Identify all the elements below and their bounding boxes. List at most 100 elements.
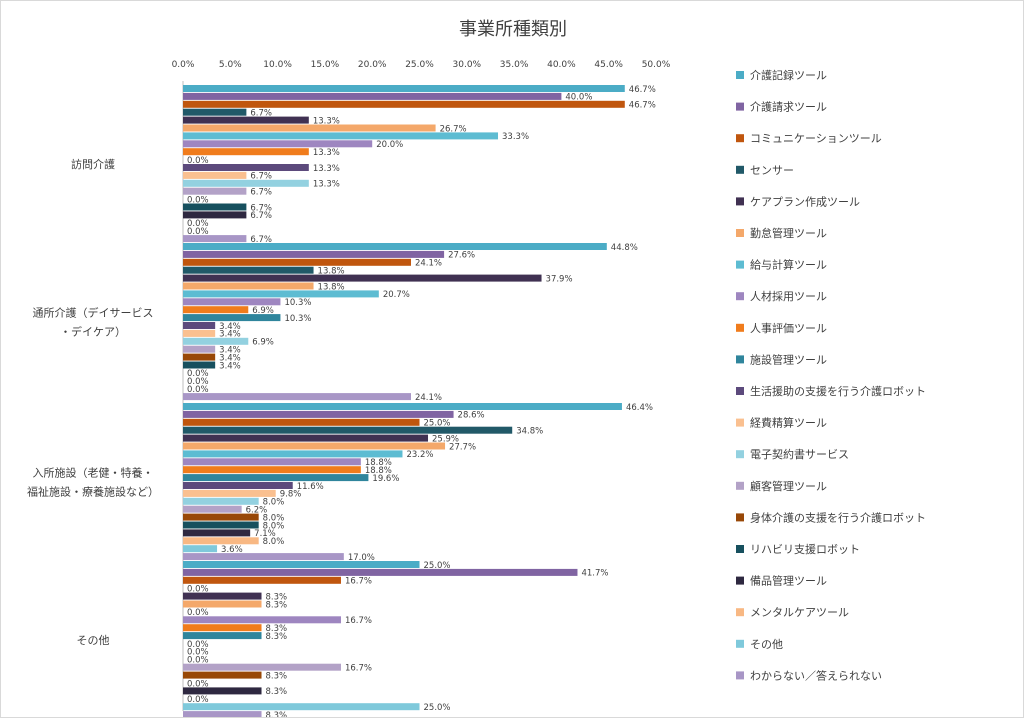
legend-label: 勤怠管理ツール: [750, 226, 827, 240]
category-label: 福祉施設・療養施設など）: [27, 485, 159, 499]
data-label: 41.7%: [581, 569, 608, 579]
legend-label: 身体介護の支援を行う介護ロボット: [750, 510, 926, 524]
legend-swatch: [736, 229, 744, 237]
bar: [183, 505, 242, 513]
data-label: 6.2%: [246, 506, 268, 516]
bar: [183, 434, 429, 442]
x-tick-label: 25.0%: [405, 60, 434, 70]
data-label: 13.3%: [313, 148, 340, 158]
bar: [183, 687, 262, 695]
legend-swatch: [736, 671, 744, 680]
data-label: 40.0%: [565, 93, 592, 103]
bar: [183, 187, 247, 195]
bar: [183, 442, 446, 450]
legend-label: わからない／答えられない: [750, 668, 882, 682]
bar: [183, 403, 622, 410]
bar: [183, 258, 411, 266]
data-label: 0.0%: [187, 195, 209, 205]
data-label: 20.0%: [376, 140, 403, 150]
x-tick-label: 40.0%: [547, 60, 576, 70]
data-label: 0.0%: [187, 656, 209, 666]
bar: [183, 410, 454, 418]
x-tick-label: 30.0%: [453, 60, 482, 70]
data-label: 46.4%: [626, 403, 653, 413]
data-label: 3.6%: [221, 545, 243, 555]
data-label: 3.4%: [219, 361, 241, 371]
bar: [183, 553, 344, 561]
data-label: 18.8%: [365, 458, 392, 468]
bar: [183, 314, 281, 322]
data-label: 13.3%: [313, 180, 340, 190]
bar: [183, 353, 216, 361]
bar: [183, 132, 499, 140]
x-tick-label: 35.0%: [500, 60, 529, 70]
bar: [183, 164, 309, 171]
x-tick-label: 50.0%: [642, 60, 671, 70]
data-label: 8.3%: [266, 711, 288, 717]
data-label: 8.3%: [266, 624, 288, 634]
data-label: 25.0%: [424, 561, 451, 571]
bar: [183, 576, 341, 584]
bar: [183, 466, 361, 474]
data-label: 9.8%: [280, 490, 302, 500]
bar: [183, 345, 216, 353]
data-label: 0.0%: [187, 227, 209, 237]
x-tick-label: 45.0%: [594, 60, 623, 70]
legend-swatch: [736, 481, 744, 490]
data-label: 8.3%: [266, 632, 288, 642]
data-label: 0.0%: [187, 695, 209, 705]
x-tick-label: 15.0%: [311, 60, 340, 70]
category-label: 入所施設（老健・特養・: [33, 466, 154, 480]
data-label: 10.3%: [284, 298, 311, 308]
data-label: 44.8%: [611, 243, 638, 253]
category-label: 通所介護（デイサービス: [33, 306, 154, 320]
data-label: 6.7%: [250, 203, 272, 213]
bar: [183, 393, 411, 401]
data-label: 6.7%: [250, 172, 272, 182]
data-label: 0.0%: [187, 377, 209, 387]
data-label: 8.3%: [266, 671, 288, 681]
bar: [183, 703, 420, 711]
data-label: 24.1%: [415, 393, 442, 403]
legend-label: 備品管理ツール: [750, 574, 827, 588]
legend-label: リハビリ支援ロボット: [750, 542, 860, 556]
bar: [183, 243, 607, 250]
bar: [183, 108, 247, 116]
data-label: 25.0%: [424, 419, 451, 429]
data-label: 0.0%: [187, 608, 209, 618]
data-label: 26.7%: [440, 124, 467, 134]
data-label: 16.7%: [345, 664, 372, 674]
data-label: 33.3%: [502, 132, 529, 142]
bar: [183, 616, 341, 624]
legend-label: 人事評価ツール: [750, 321, 827, 335]
legend-label: 人材採用ツール: [750, 289, 827, 303]
bar: [183, 203, 247, 211]
plot-area: 46.7% 40.0% 46.7% 6.7% 13.3% 26.7% 33.3% 20.0% 1…: [183, 85, 656, 717]
bar: [183, 474, 369, 482]
legend-swatch: [736, 323, 744, 332]
legend-label: 介護記録ツール: [750, 68, 827, 82]
bar: [183, 290, 379, 298]
bar: [183, 171, 247, 179]
data-label: 13.3%: [313, 164, 340, 174]
bar: [183, 545, 218, 553]
bar: [183, 179, 309, 187]
data-label: 11.6%: [297, 482, 324, 492]
bar: [183, 568, 578, 576]
data-label: 23.2%: [406, 450, 433, 460]
bar: [183, 211, 247, 219]
category-label: その他: [77, 634, 110, 647]
bar: [183, 266, 314, 274]
legend-swatch: [736, 355, 744, 364]
bar: [183, 298, 281, 306]
data-label: 8.3%: [266, 600, 288, 610]
bar: [183, 92, 562, 100]
data-label: 46.7%: [629, 85, 656, 95]
bar: [183, 513, 259, 521]
bar: [183, 337, 249, 345]
legend-swatch: [736, 418, 744, 427]
data-label: 6.7%: [250, 109, 272, 119]
legend-swatch: [736, 71, 744, 79]
data-label: 19.6%: [372, 474, 399, 484]
data-label: 3.4%: [219, 322, 241, 332]
